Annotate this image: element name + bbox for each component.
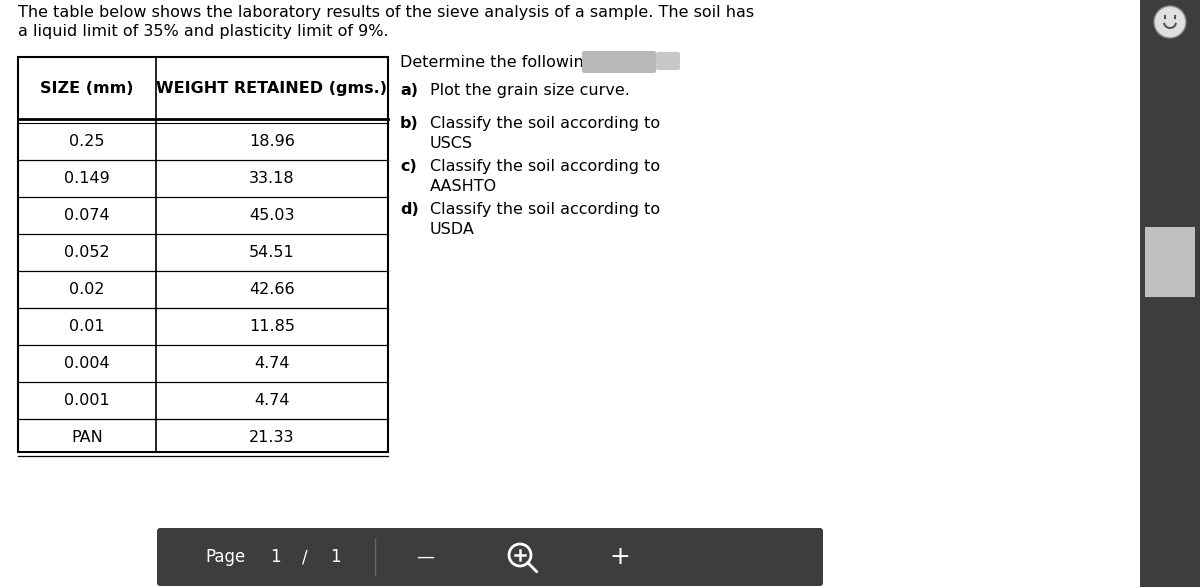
- Text: PAN: PAN: [71, 430, 103, 445]
- Text: 0.004: 0.004: [64, 356, 110, 371]
- Text: 11.85: 11.85: [250, 319, 295, 334]
- Text: Determine the following:: Determine the following:: [400, 55, 599, 70]
- Text: Plot the grain size curve.: Plot the grain size curve.: [430, 83, 630, 98]
- Text: USDA: USDA: [430, 222, 475, 237]
- Text: 0.149: 0.149: [64, 171, 110, 186]
- Text: 1: 1: [270, 548, 281, 566]
- Bar: [18, 57, 388, 452]
- Text: 0.01: 0.01: [70, 319, 104, 334]
- Text: WEIGHT RETAINED (gms.): WEIGHT RETAINED (gms.): [156, 80, 388, 96]
- Text: Classify the soil according to: Classify the soil according to: [430, 159, 660, 174]
- Text: 0.074: 0.074: [64, 208, 110, 223]
- Circle shape: [1154, 6, 1186, 38]
- Text: a liquid limit of 35% and plasticity limit of 9%.: a liquid limit of 35% and plasticity lim…: [18, 24, 389, 39]
- Text: 21.33: 21.33: [250, 430, 295, 445]
- Text: 42.66: 42.66: [250, 282, 295, 297]
- Bar: [1145, 227, 1195, 297]
- Text: Page: Page: [205, 548, 245, 566]
- Text: Classify the soil according to: Classify the soil according to: [430, 116, 660, 131]
- Text: d): d): [400, 202, 419, 217]
- Text: USCS: USCS: [430, 136, 473, 151]
- Text: /: /: [302, 548, 308, 566]
- Text: 4.74: 4.74: [254, 356, 289, 371]
- Text: b): b): [400, 116, 419, 131]
- Text: —: —: [416, 548, 434, 566]
- Text: 0.25: 0.25: [70, 134, 104, 149]
- Text: a): a): [400, 83, 418, 98]
- Text: SIZE (mm): SIZE (mm): [41, 80, 133, 96]
- Text: 4.74: 4.74: [254, 393, 289, 408]
- Text: 18.96: 18.96: [250, 134, 295, 149]
- Text: 1: 1: [330, 548, 341, 566]
- Text: 45.03: 45.03: [250, 208, 295, 223]
- Text: 0.001: 0.001: [64, 393, 110, 408]
- Text: 54.51: 54.51: [250, 245, 295, 260]
- Text: Classify the soil according to: Classify the soil according to: [430, 202, 660, 217]
- FancyBboxPatch shape: [656, 52, 680, 70]
- Text: 0.02: 0.02: [70, 282, 104, 297]
- FancyBboxPatch shape: [582, 51, 656, 73]
- Text: 33.18: 33.18: [250, 171, 295, 186]
- Text: The table below shows the laboratory results of the sieve analysis of a sample. : The table below shows the laboratory res…: [18, 5, 754, 20]
- Text: c): c): [400, 159, 416, 174]
- Text: +: +: [610, 545, 630, 569]
- Bar: [1140, 0, 1200, 587]
- FancyBboxPatch shape: [157, 528, 823, 586]
- Text: 0.052: 0.052: [64, 245, 110, 260]
- Text: AASHTO: AASHTO: [430, 179, 497, 194]
